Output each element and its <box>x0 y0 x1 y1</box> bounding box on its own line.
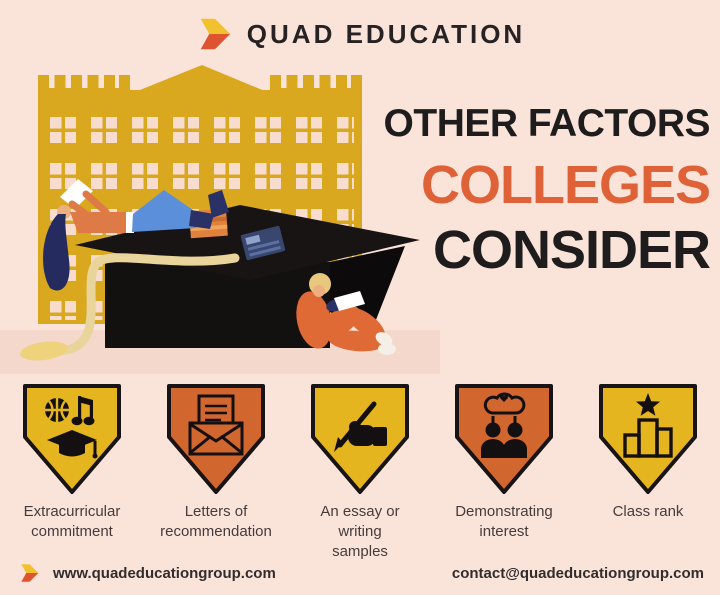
illustration-campus-graduation <box>0 65 440 374</box>
chevron-arrow-icon <box>21 564 39 582</box>
student-reading-top <box>43 179 214 291</box>
hair <box>43 214 70 291</box>
factor-essay-writing: An essay or writing samples <box>288 383 432 561</box>
badge-shield <box>311 384 409 494</box>
factor-class-rank: Class rank <box>576 383 720 561</box>
book <box>334 291 365 311</box>
people-thought-cloud-icon <box>481 392 527 458</box>
badge-shield <box>455 384 553 494</box>
chevron-arrow-icon <box>200 18 230 50</box>
cap-crown <box>105 255 330 348</box>
factor-label: Letters of recommendation <box>160 503 272 540</box>
factor-demonstrating-interest: Demonstrating interest <box>432 383 576 561</box>
page-title: OTHER FACTORS COLLEGES CONSIDER <box>360 96 711 284</box>
brand-title: QUAD EDUCATION <box>246 18 526 49</box>
jeans-leg <box>132 190 200 232</box>
footer-website-link[interactable]: www.quadeducationgroup.com <box>53 564 276 582</box>
tassel <box>20 253 240 361</box>
torso <box>70 212 134 233</box>
shoe-raised <box>208 190 229 218</box>
title-line-2: COLLEGES <box>420 154 711 215</box>
factor-recommendation-letters: Letters of recommendation <box>144 383 288 561</box>
hand-writing-pen-icon <box>334 401 387 452</box>
badge-shield <box>23 384 121 494</box>
title-line-3: CONSIDER <box>432 220 711 281</box>
factor-label: Demonstrating interest <box>455 503 553 540</box>
sports-music-graduation-icon <box>45 396 98 459</box>
open-envelope-letter-icon <box>188 394 244 456</box>
calculator <box>240 225 286 261</box>
badge-shield <box>599 384 697 494</box>
book <box>60 179 93 209</box>
factor-label: An essay or writing samples <box>320 503 400 560</box>
footer: www.quadeducationgroup.com contact@quade… <box>0 559 720 587</box>
factor-label: Extracurricular commitment <box>23 503 121 540</box>
shoe <box>189 210 214 229</box>
factors-row: Extracurricular commitment Letters of re… <box>0 383 720 561</box>
badge-shield <box>167 384 265 494</box>
factor-extracurricular: Extracurricular commitment <box>0 383 144 561</box>
podium-star-icon <box>623 393 673 458</box>
header: QUAD EDUCATION <box>0 10 720 58</box>
student-reading-right <box>296 273 396 355</box>
title-line-1: OTHER FACTORS <box>383 102 711 145</box>
factor-label: Class rank <box>612 503 684 520</box>
footer-email-link[interactable]: contact@quadeducationgroup.com <box>451 564 704 582</box>
